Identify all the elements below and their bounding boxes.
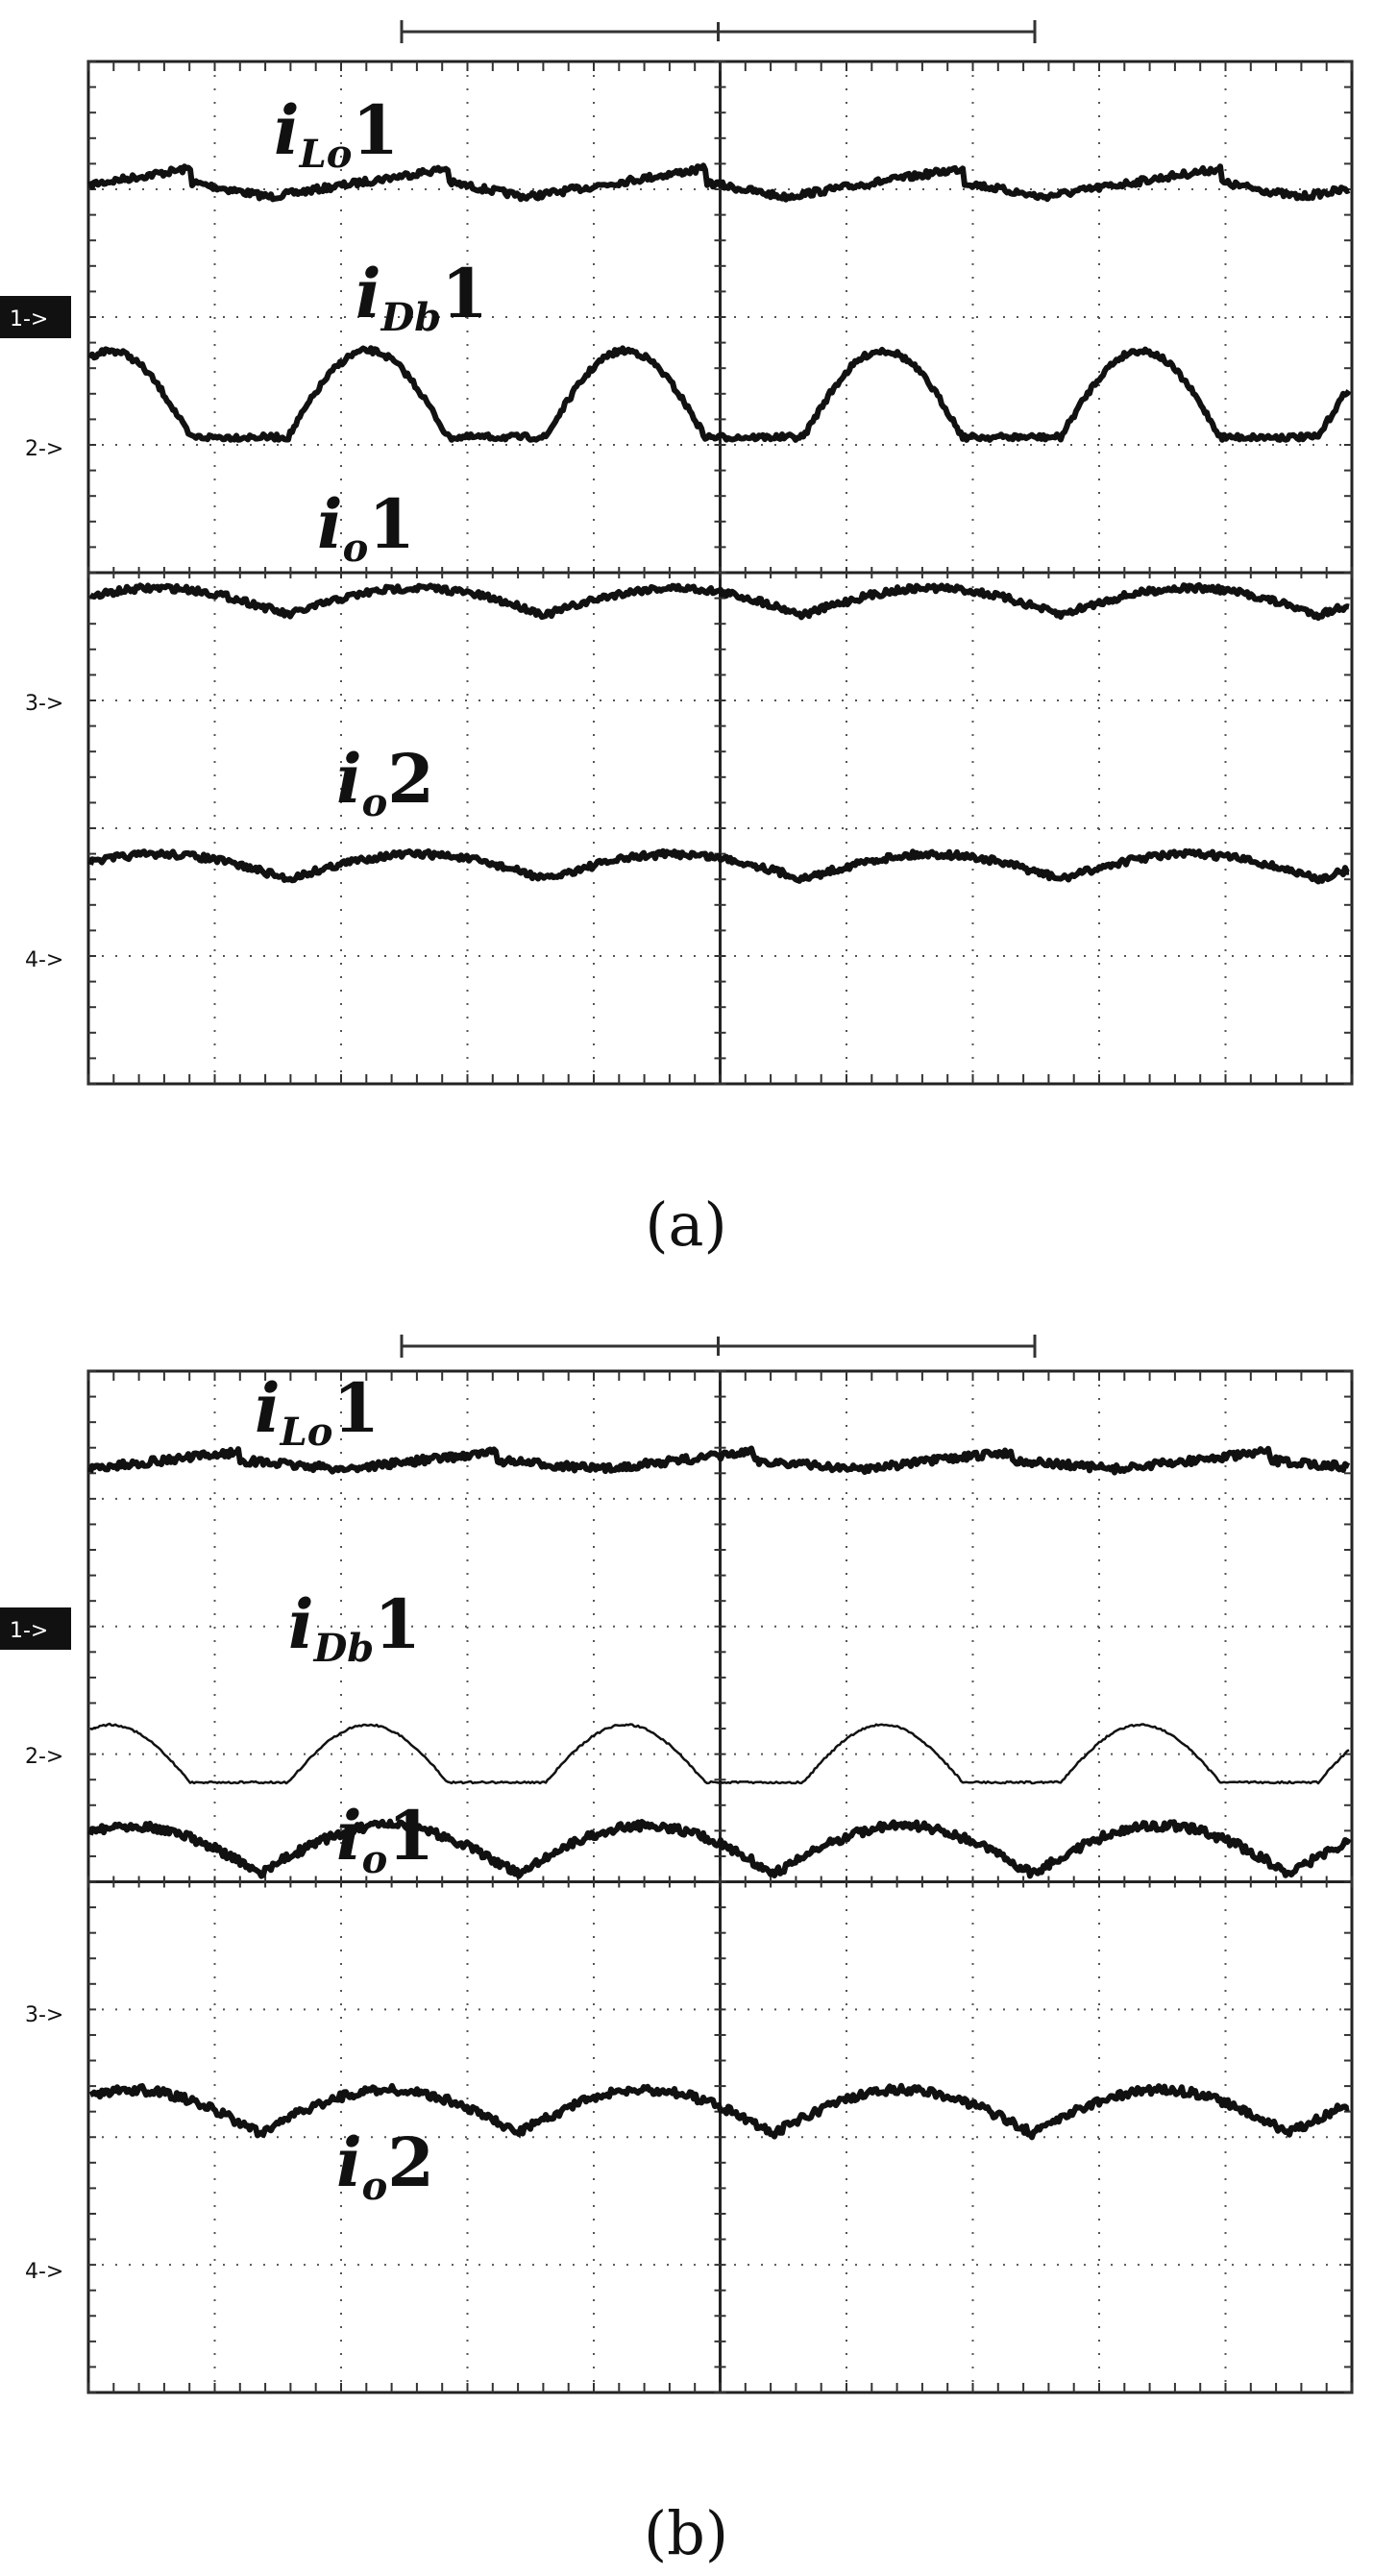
- trace-label: iDb1: [288, 1584, 421, 1671]
- trace-labels: iLo1 iDb1 io1 io2: [255, 1368, 434, 2209]
- trace-labels: iLo1 iDb1 io1 io2: [274, 90, 488, 825]
- trace-iLo1: [87, 1445, 1351, 1476]
- active-channel-marker-bg: [0, 296, 71, 338]
- trace-label: iDb1: [356, 254, 488, 340]
- channel-marker: 2->: [25, 1745, 63, 1769]
- channel-marker: 2->: [25, 437, 63, 461]
- trace-label: iLo1: [274, 90, 399, 177]
- trace-label: iLo1: [255, 1368, 380, 1455]
- trace-iDb1: [87, 345, 1352, 443]
- channel-marker: 4->: [25, 948, 63, 972]
- trace-label: io1: [336, 1796, 434, 1882]
- trace-group: [87, 1445, 1352, 2141]
- trace-group: [87, 162, 1352, 885]
- scope-grid: [86, 60, 1354, 1086]
- trace-io2: [87, 847, 1350, 885]
- trace-label: io1: [317, 484, 415, 571]
- timebase-bracket: [400, 1335, 1037, 1358]
- trace-iLo1: [87, 162, 1351, 203]
- trace-label: io2: [336, 739, 434, 825]
- trace-io2: [88, 2082, 1350, 2141]
- channel-marker: 1->: [10, 1619, 48, 1643]
- channel-markers: 1-> 2-> 3-> 4->: [0, 296, 71, 972]
- panel-b: 1-> 2-> 3-> 4-> iLo1 iDb1 io1 io2 (b): [0, 1335, 1354, 2568]
- channel-marker: 4->: [25, 2260, 63, 2284]
- channel-marker: 3->: [25, 692, 63, 716]
- channel-markers: 1-> 2-> 3-> 4->: [0, 1607, 71, 2284]
- channel-marker: 1->: [10, 307, 48, 331]
- scope-grid: [86, 1369, 1354, 2394]
- trace-io1: [88, 581, 1350, 622]
- panel-a: 1-> 2-> 3-> 4-> iLo1 iDb1 io1 io2 (a): [0, 20, 1354, 1260]
- trace-iDb1: [89, 1722, 1350, 1785]
- channel-marker: 3->: [25, 2003, 63, 2027]
- panel-caption: (a): [645, 1190, 726, 1260]
- timebase-bracket: [400, 20, 1037, 43]
- trace-io1: [87, 1818, 1352, 1879]
- trace-label: io2: [336, 2122, 434, 2209]
- active-channel-marker-bg: [0, 1607, 71, 1650]
- panel-caption: (b): [644, 2498, 728, 2568]
